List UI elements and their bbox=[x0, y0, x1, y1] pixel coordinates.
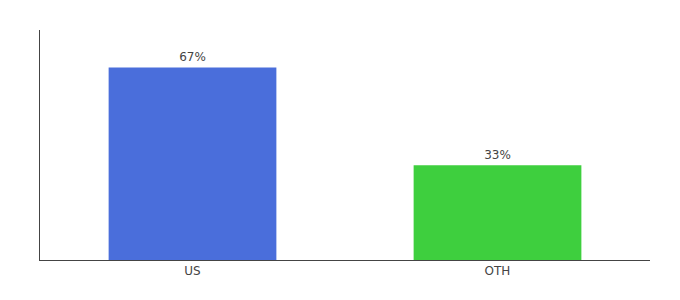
svg-text:US: US bbox=[184, 264, 200, 278]
svg-text:67%: 67% bbox=[179, 50, 206, 64]
svg-text:33%: 33% bbox=[484, 148, 511, 162]
svg-text:OTH: OTH bbox=[485, 264, 511, 278]
